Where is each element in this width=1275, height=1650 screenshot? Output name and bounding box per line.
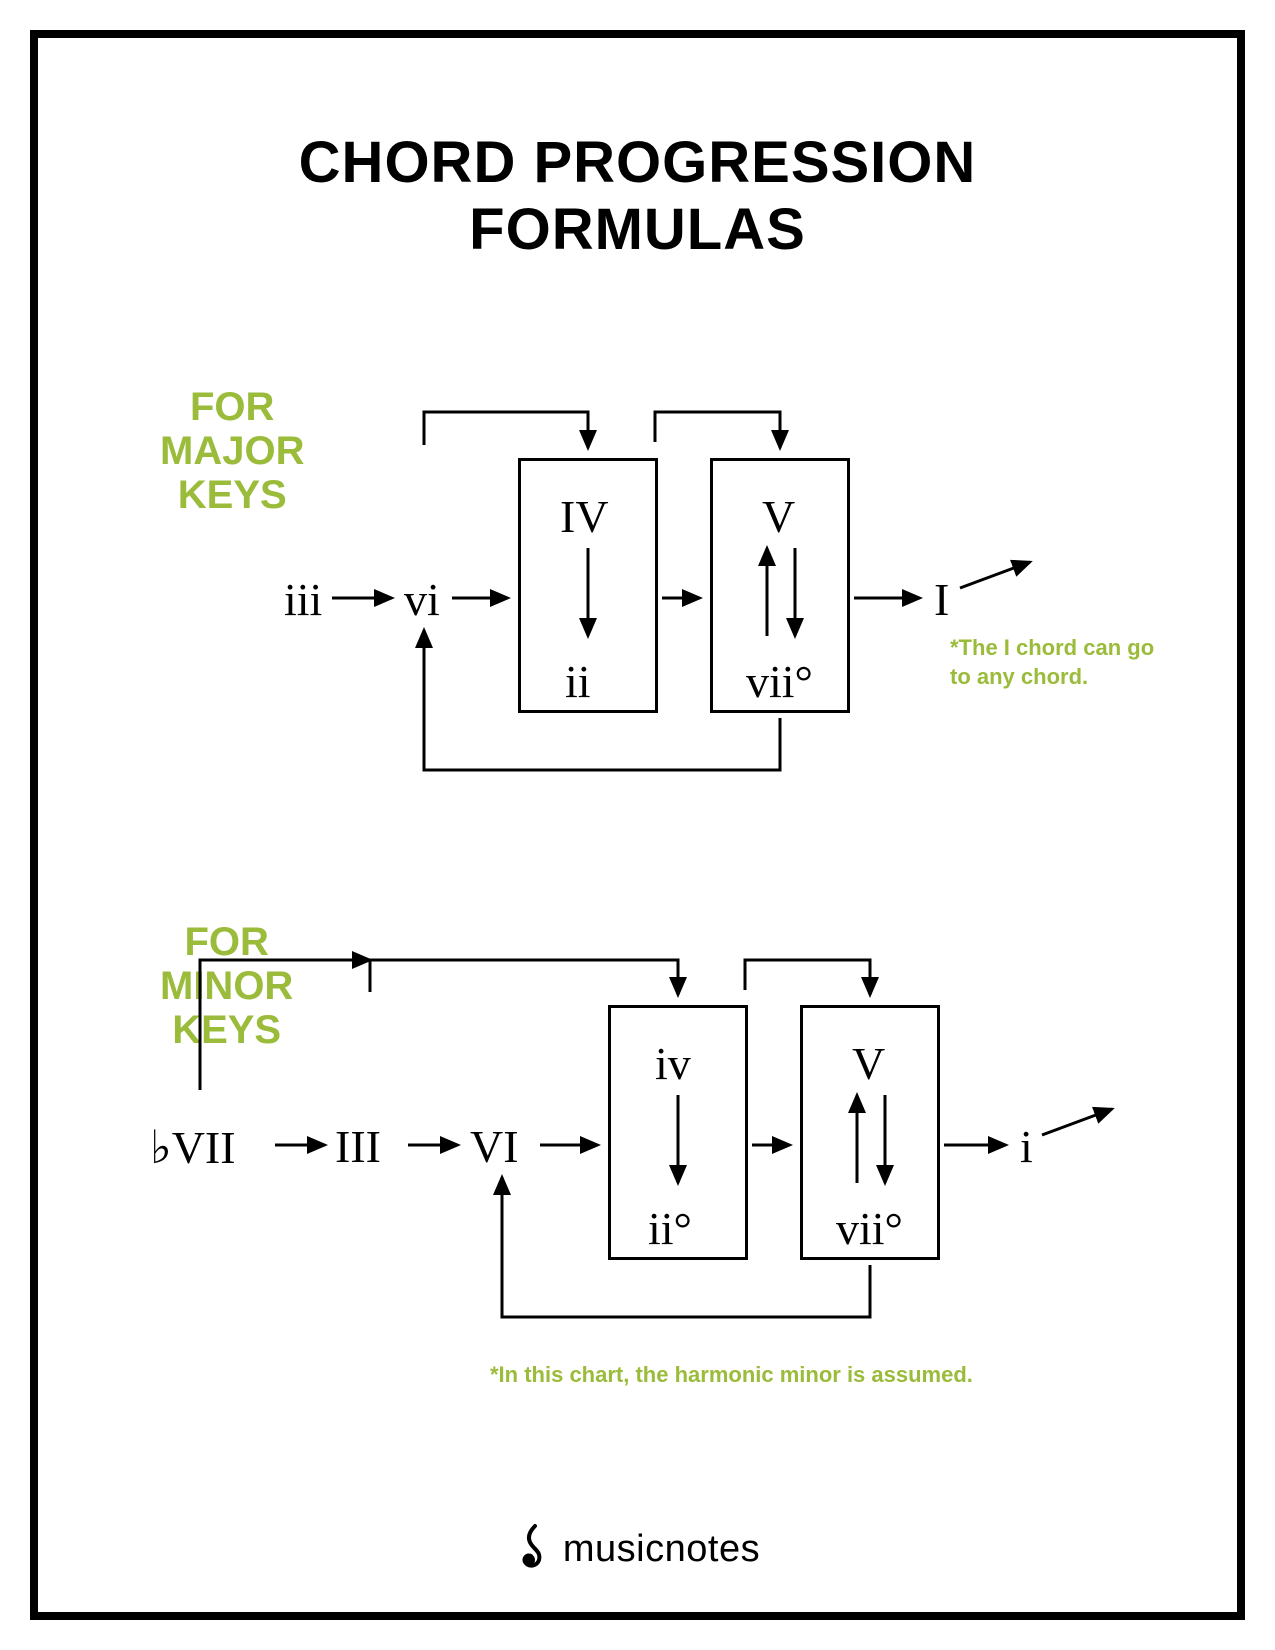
chord-iv: iv bbox=[655, 1037, 691, 1090]
major-label-1: FOR bbox=[190, 385, 274, 429]
minor-note: *In this chart, the harmonic minor is as… bbox=[490, 1362, 973, 1388]
page-title: CHORD PROGRESSION FORMULAS bbox=[0, 130, 1275, 263]
minor-label-3: KEYS bbox=[172, 1008, 281, 1052]
chord-viio: vii° bbox=[746, 655, 813, 708]
minor-label: FOR MINOR KEYS bbox=[160, 920, 293, 1052]
chord-minor-viio: vii° bbox=[836, 1202, 903, 1255]
chord-iio: ii° bbox=[648, 1202, 692, 1255]
chord-iii: iii bbox=[284, 573, 322, 626]
chord-i: i bbox=[1020, 1120, 1033, 1173]
chord-V: V bbox=[762, 490, 795, 543]
chord-vi: vi bbox=[404, 573, 440, 626]
logo-text: musicnotes bbox=[563, 1528, 760, 1570]
major-label-2: MAJOR bbox=[160, 429, 304, 473]
major-label: FOR MAJOR KEYS bbox=[160, 385, 304, 517]
logo: musicnotes bbox=[0, 1522, 1275, 1580]
minor-label-1: FOR bbox=[184, 920, 268, 964]
chord-ii: ii bbox=[565, 655, 591, 708]
chord-I: I bbox=[934, 573, 949, 626]
major-label-3: KEYS bbox=[178, 473, 287, 517]
title-line-2: FORMULAS bbox=[469, 197, 806, 262]
chord-minor-V: V bbox=[852, 1037, 885, 1090]
chord-IV: IV bbox=[560, 490, 609, 543]
chord-III: III bbox=[335, 1120, 381, 1173]
logo-icon bbox=[515, 1522, 555, 1580]
major-note: *The I chord can go to any chord. bbox=[950, 634, 1180, 691]
chord-VI: VI bbox=[470, 1120, 519, 1173]
chord-bVII: ♭VII bbox=[150, 1120, 236, 1174]
minor-label-2: MINOR bbox=[160, 964, 293, 1008]
title-line-1: CHORD PROGRESSION bbox=[299, 130, 977, 195]
